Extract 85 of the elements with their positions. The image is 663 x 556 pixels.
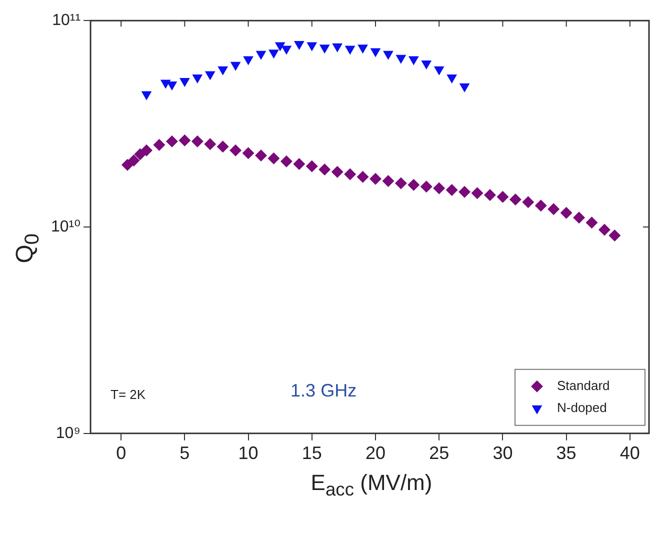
point xyxy=(560,206,572,219)
point xyxy=(383,50,394,60)
point xyxy=(294,41,304,50)
point xyxy=(382,175,394,188)
annotation: T= 2K xyxy=(110,386,146,402)
point xyxy=(319,44,330,54)
point xyxy=(369,172,382,185)
point xyxy=(216,140,229,153)
point xyxy=(255,150,268,162)
y-tick-label: 10⁹ xyxy=(56,424,81,442)
point xyxy=(293,158,306,170)
point xyxy=(332,43,343,52)
annotation: 1.3 GHz xyxy=(290,380,357,400)
point xyxy=(496,190,509,203)
point xyxy=(256,50,266,60)
point xyxy=(356,170,369,183)
point xyxy=(446,184,458,196)
x-tick-label: 40 xyxy=(620,443,640,464)
point xyxy=(242,147,254,160)
point xyxy=(446,74,458,84)
point xyxy=(534,200,547,212)
point xyxy=(394,177,407,190)
legend-label: Standard xyxy=(557,378,610,393)
point xyxy=(141,91,152,100)
point xyxy=(331,166,344,178)
point xyxy=(179,78,190,87)
legend-label: N-doped xyxy=(557,400,607,415)
point xyxy=(318,163,331,176)
point xyxy=(396,54,406,64)
y-tick-label: 10¹¹ xyxy=(52,12,81,30)
point xyxy=(166,82,178,91)
point xyxy=(121,158,134,171)
x-axis-title: E$_{acc}$ (MV/m) xyxy=(310,470,434,500)
x-tick-label: 20 xyxy=(365,443,386,464)
point xyxy=(522,196,534,208)
point xyxy=(274,42,286,52)
point xyxy=(306,42,318,52)
point xyxy=(281,46,292,55)
point xyxy=(191,135,204,148)
point xyxy=(230,144,242,156)
point xyxy=(192,74,203,84)
point xyxy=(166,135,178,148)
x-tick-label: 35 xyxy=(556,443,576,464)
point xyxy=(178,134,191,146)
point xyxy=(548,203,560,216)
point xyxy=(358,44,368,54)
point xyxy=(128,154,140,166)
point xyxy=(140,144,153,156)
point xyxy=(408,56,419,66)
point xyxy=(434,66,444,76)
point xyxy=(573,212,586,224)
point xyxy=(204,138,216,150)
x-tick-label: 25 xyxy=(429,443,450,464)
point xyxy=(280,155,292,168)
point xyxy=(344,168,356,180)
point xyxy=(598,224,610,236)
point xyxy=(268,50,279,59)
point xyxy=(459,83,470,92)
x-tick-label: 0 xyxy=(116,443,126,464)
point xyxy=(484,188,496,201)
point xyxy=(586,216,598,229)
point xyxy=(471,187,484,200)
x-tick-label: 10 xyxy=(238,443,258,464)
y-tick-label: 10¹⁰ xyxy=(50,218,81,236)
x-tick-label: 5 xyxy=(180,443,190,464)
point xyxy=(420,180,432,193)
point xyxy=(268,152,280,164)
x-tick-label: 15 xyxy=(302,443,322,464)
point xyxy=(306,160,318,172)
x-tick-label: 30 xyxy=(492,443,513,464)
point xyxy=(218,66,228,76)
point xyxy=(134,148,146,160)
point xyxy=(433,182,446,194)
point xyxy=(408,178,420,191)
point xyxy=(160,80,171,89)
point xyxy=(421,60,432,70)
point xyxy=(230,62,241,71)
point xyxy=(344,46,356,55)
point xyxy=(509,193,522,206)
point xyxy=(608,229,621,242)
point xyxy=(153,138,166,151)
point xyxy=(243,56,254,66)
point xyxy=(204,71,216,80)
point xyxy=(458,186,471,198)
point xyxy=(370,48,381,58)
